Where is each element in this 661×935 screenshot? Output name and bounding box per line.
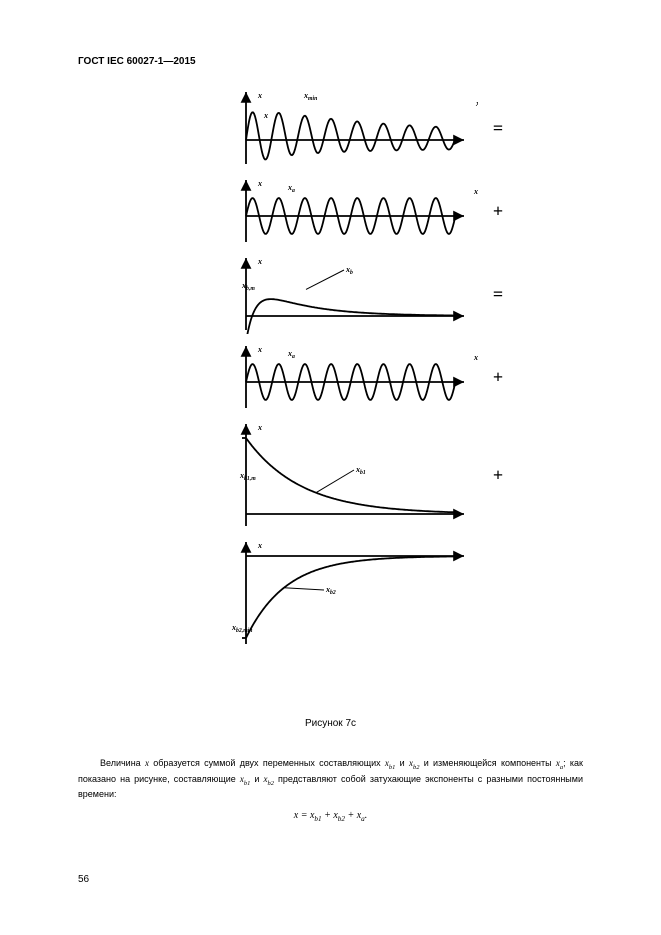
operator-symbol: +	[486, 201, 510, 222]
svg-text:xb1: xb1	[355, 465, 366, 476]
graph-p1: xxminxmxt	[218, 88, 478, 168]
svg-text:xb1,m: xb1,m	[239, 471, 256, 482]
svg-text:xb: xb	[345, 265, 353, 276]
body-text: образуется суммой двух переменных состав…	[149, 758, 385, 768]
svg-text:xa: xa	[287, 349, 295, 360]
figure-block: xxminxmxt=xxaxa,mt+xxbxb,mt=xxaxa,mt+xxb…	[78, 88, 583, 656]
svg-text:xa,m: xa,m	[473, 353, 478, 364]
figure-row: xxb2xb2,mint	[218, 538, 538, 648]
equation: x = xb1 + xb2 + xa.	[78, 809, 583, 825]
svg-text:x: x	[257, 257, 262, 266]
svg-text:x: x	[257, 345, 262, 354]
var-xb1: xb1	[385, 758, 395, 768]
figure-row: xxminxmxt=	[218, 88, 538, 168]
figure-row: xxb1xb1,mt+	[218, 420, 538, 530]
operator-symbol: +	[486, 465, 510, 486]
svg-text:xb2,min: xb2,min	[231, 623, 252, 634]
body-text: и	[395, 758, 409, 768]
graph-p4: xxaxa,mt	[218, 342, 478, 412]
page-number: 56	[78, 874, 89, 885]
body-text: и	[250, 774, 263, 784]
svg-text:x: x	[263, 111, 268, 120]
figure-caption: Рисунок 7c	[0, 718, 661, 729]
body-paragraph: Величина x образуется суммой двух переме…	[78, 748, 583, 825]
var-xb1-2: xb1	[240, 774, 250, 784]
svg-text:x: x	[257, 541, 262, 550]
figure-row: xxaxa,mt+	[218, 176, 538, 246]
figure-row: xxbxb,mt=	[218, 254, 538, 334]
graph-p3: xxbxb,mt	[218, 254, 478, 334]
graph-p6: xxb2xb2,mint	[218, 538, 478, 648]
svg-text:xb2: xb2	[325, 585, 336, 596]
graph-p5: xxb1xb1,mt	[218, 420, 478, 530]
svg-text:xb,m: xb,m	[241, 281, 255, 292]
svg-text:x: x	[257, 179, 262, 188]
operator-symbol: +	[486, 367, 510, 388]
svg-text:xm: xm	[475, 99, 478, 110]
operator-symbol: =	[486, 284, 510, 305]
figure-row: xxaxa,mt+	[218, 342, 538, 412]
svg-text:xa: xa	[287, 183, 295, 194]
body-text: и изменяющейся компоненты	[419, 758, 555, 768]
svg-text:xa,m: xa,m	[473, 187, 478, 198]
operator-symbol: =	[486, 118, 510, 139]
graph-p2: xxaxa,mt	[218, 176, 478, 246]
var-xb2-2: xb2	[264, 774, 274, 784]
svg-text:x: x	[257, 91, 262, 100]
body-text: Величина	[100, 758, 145, 768]
var-xb2: xb2	[409, 758, 419, 768]
svg-text:xmin: xmin	[303, 91, 317, 102]
doc-header: ГОСТ IEC 60027-1—2015	[78, 56, 196, 67]
svg-text:x: x	[257, 423, 262, 432]
